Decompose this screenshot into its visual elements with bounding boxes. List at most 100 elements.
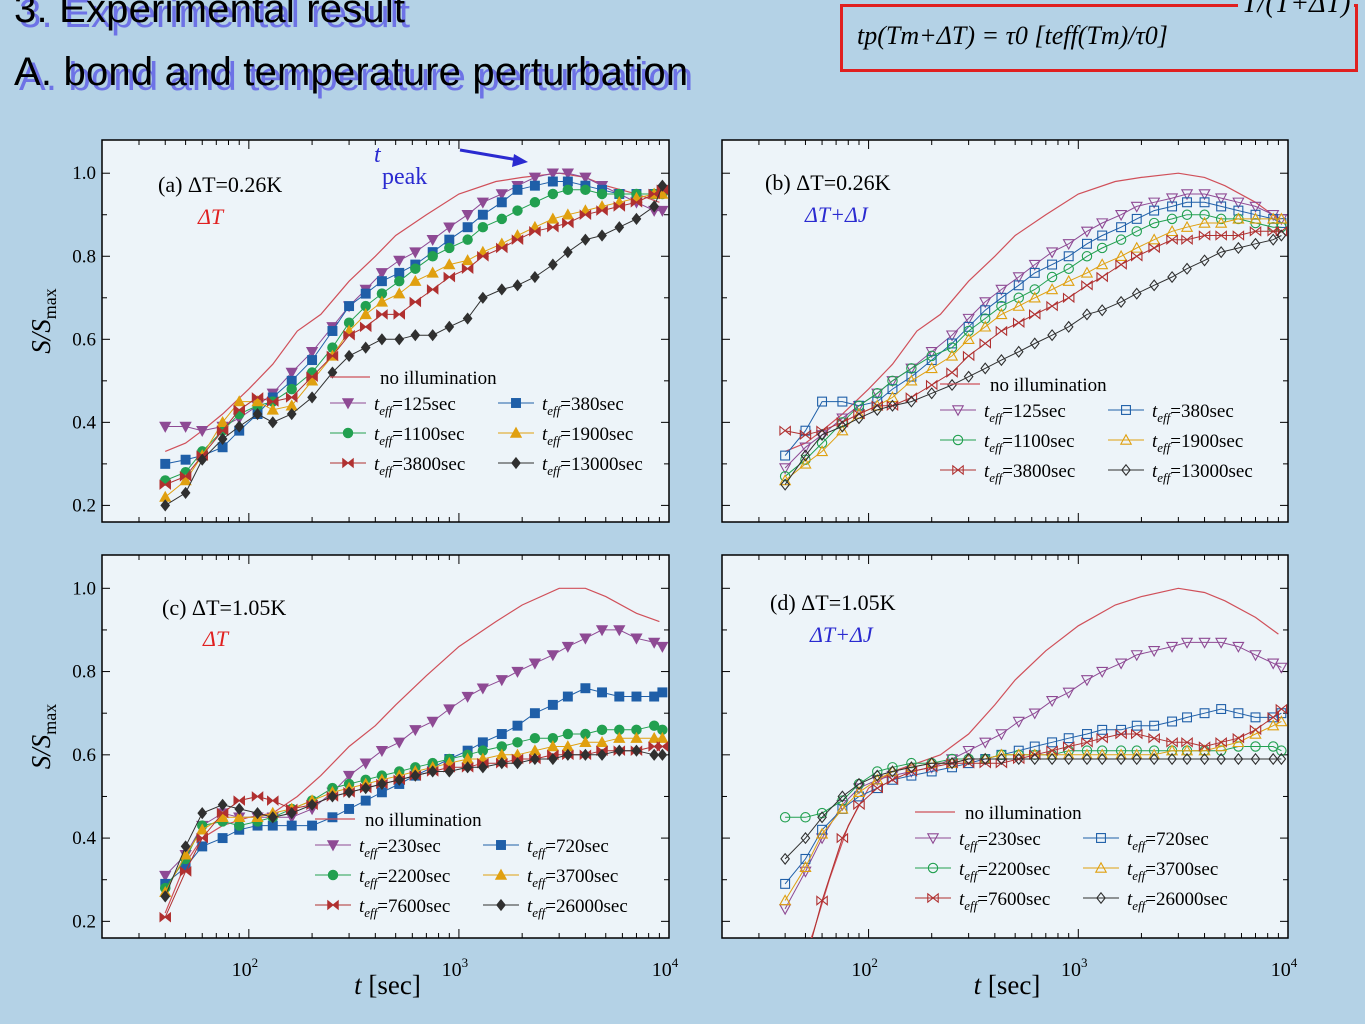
data-point	[596, 188, 608, 200]
legend-marker	[327, 869, 339, 881]
data-point	[872, 769, 883, 782]
data-point	[1232, 212, 1245, 224]
data-point	[285, 367, 298, 379]
legend: no illumination teff=125sec teff=380sec tef…	[940, 375, 1253, 485]
data-point	[1148, 242, 1160, 254]
legend-marker	[1096, 891, 1106, 905]
slide-title-line2: A. bond and temperature perturbation	[14, 50, 689, 94]
data-point	[1029, 284, 1040, 295]
data-point	[1267, 658, 1280, 670]
data-point	[1028, 708, 1041, 720]
data-point	[1131, 287, 1142, 300]
data-point	[648, 637, 661, 649]
data-point	[233, 810, 246, 822]
annotation-t: t	[374, 142, 382, 168]
data-point	[1276, 745, 1287, 756]
series-no-illumination	[784, 172, 1279, 452]
legend-label: teff=1100sec	[374, 424, 465, 448]
data-point	[1198, 744, 1211, 756]
series-layer	[778, 172, 1288, 491]
data-point	[779, 812, 791, 823]
data-point	[580, 683, 591, 694]
data-point	[1081, 737, 1093, 748]
data-point	[996, 292, 1007, 303]
data-point	[233, 795, 245, 806]
data-point	[656, 731, 669, 743]
data-point	[1063, 263, 1074, 274]
data-point	[1116, 752, 1126, 766]
legend-label: teff=3700sec	[527, 866, 618, 890]
data-point	[579, 172, 592, 184]
data-point	[179, 471, 192, 482]
legend-label: teff=380sec	[1152, 401, 1234, 425]
data-point	[529, 226, 541, 237]
data-point	[1115, 728, 1127, 740]
series-line	[784, 201, 1282, 456]
y-axis-label: S/Smax	[26, 704, 60, 770]
data-point	[1063, 752, 1074, 766]
series-teff-13000sec	[780, 229, 1287, 491]
y-tick-label: 0.6	[72, 329, 96, 350]
data-point	[631, 744, 642, 757]
data-point	[597, 229, 607, 242]
data-point	[561, 168, 574, 180]
data-point	[1012, 317, 1025, 328]
data-point	[613, 625, 626, 637]
data-point	[342, 770, 356, 782]
data-point	[496, 757, 507, 770]
data-point	[595, 736, 609, 748]
data-point	[305, 374, 319, 386]
data-point	[476, 197, 489, 209]
data-point	[426, 716, 439, 728]
data-point	[962, 350, 975, 362]
data-point	[216, 807, 229, 819]
panel-subtitle: ΔT+ΔJ	[804, 202, 869, 227]
data-point	[1062, 292, 1075, 304]
data-point	[196, 425, 209, 437]
plot-area	[721, 554, 1289, 939]
legend-marker	[952, 434, 964, 446]
formula-box: tp(Tm+ΔT) = τ0 [teff(Tm)/τ0]	[840, 4, 1358, 72]
data-point	[1013, 292, 1024, 304]
formula-exponent: T/(T+ΔT)	[1238, 0, 1355, 20]
data-point	[197, 453, 208, 466]
data-point	[854, 777, 864, 791]
data-point	[837, 420, 848, 433]
data-point	[267, 416, 278, 429]
data-point	[1130, 650, 1143, 662]
data-point	[327, 812, 338, 823]
data-point	[1149, 752, 1160, 766]
data-point	[234, 420, 245, 433]
data-point	[780, 478, 790, 491]
data-point	[496, 283, 507, 296]
data-point	[817, 428, 827, 441]
data-point	[596, 205, 608, 216]
data-point	[945, 330, 959, 342]
data-point	[409, 296, 422, 308]
data-point	[410, 329, 421, 342]
data-point	[233, 404, 245, 416]
data-point	[234, 802, 245, 816]
data-point	[562, 184, 574, 196]
data-point	[1148, 745, 1160, 756]
data-point	[1199, 209, 1210, 220]
data-point	[160, 890, 171, 903]
data-point	[1148, 217, 1160, 229]
y-tick-label: 0.2	[72, 495, 96, 516]
data-point	[1096, 242, 1108, 254]
data-point	[1028, 259, 1041, 271]
data-point	[778, 894, 792, 906]
data-point	[512, 757, 523, 770]
data-point	[1182, 262, 1192, 275]
legend-label: teff=1100sec	[984, 431, 1075, 455]
data-point	[427, 765, 438, 778]
data-point	[561, 208, 574, 220]
series-layer	[159, 587, 669, 923]
data-point	[528, 658, 542, 670]
data-point	[409, 247, 422, 259]
data-point	[1249, 226, 1262, 237]
data-point	[1250, 237, 1261, 250]
data-point	[1062, 239, 1075, 251]
data-point	[462, 234, 473, 245]
data-point	[307, 798, 317, 811]
